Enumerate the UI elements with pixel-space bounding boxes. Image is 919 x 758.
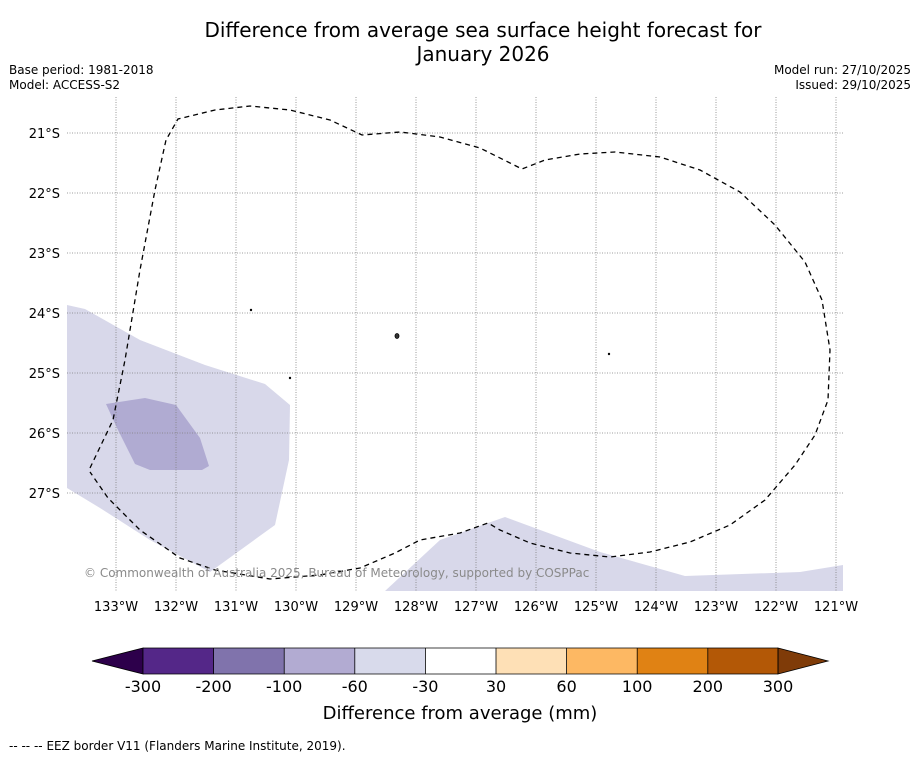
colorbar-tick-label: -300 [125, 677, 161, 696]
metadata-right: Model run: 27/10/2025 Issued: 29/10/2025 [774, 63, 911, 93]
lon-label: 123°W [694, 600, 738, 615]
colorbar-bin [566, 648, 638, 674]
metadata-left: Base period: 1981-2018 Model: ACCESS-S2 [9, 63, 154, 93]
lon-label: 121°W [814, 600, 858, 615]
lon-label: 128°W [394, 600, 438, 615]
island [607, 352, 611, 356]
colorbar-bin [284, 648, 355, 674]
lon-label: 131°W [214, 600, 258, 615]
lat-label: 22°S [29, 187, 60, 202]
lon-label: 122°W [754, 600, 798, 615]
lon-label: 132°W [154, 600, 198, 615]
lon-label: 127°W [454, 600, 498, 615]
lon-label: 126°W [514, 600, 558, 615]
colorbar-bin [425, 648, 496, 674]
colorbar-tick-label: 60 [556, 677, 576, 696]
lon-label: 130°W [274, 600, 318, 615]
colorbar-tick-label: 30 [486, 677, 506, 696]
chart-title-line2: January 2026 [416, 42, 550, 66]
lat-label: 21°S [29, 127, 60, 142]
colorbar-tick-label: 300 [763, 677, 794, 696]
base-period-text: Base period: 1981-2018 [9, 63, 154, 77]
lat-label: 24°S [29, 307, 60, 322]
colorbar: -300 -200 -100 -60 -30 30 60 100 200 300… [91, 647, 830, 724]
attribution-text: © Commonwealth of Australia 2025, Bureau… [84, 566, 589, 580]
eez-legend-text: EEZ border V11 (Flanders Marine Institut… [46, 739, 346, 753]
colorbar-bin [707, 648, 778, 674]
eez-legend-glyph: -- -- -- [9, 739, 43, 753]
lon-label: 129°W [334, 600, 378, 615]
lon-label: 124°W [634, 600, 678, 615]
colorbar-bin [496, 648, 567, 674]
colorbar-underflow [91, 647, 144, 675]
colorbar-bin [637, 648, 708, 674]
chart-title-line1: Difference from average sea surface heig… [204, 18, 762, 42]
graticule [67, 97, 843, 591]
chart-title: Difference from average sea surface heig… [0, 18, 919, 66]
latitude-labels: 21°S 22°S 23°S 24°S 25°S 26°S 27°S [29, 127, 60, 502]
lon-label: 125°W [574, 600, 618, 615]
island [249, 308, 253, 312]
lat-label: 27°S [29, 487, 60, 502]
colorbar-bin [213, 648, 285, 674]
colorbar-tick-label: 200 [693, 677, 724, 696]
colorbar-tick-label: -60 [342, 677, 368, 696]
islands [249, 308, 611, 380]
island [288, 376, 292, 380]
colorbar-tick-label: -100 [266, 677, 302, 696]
colorbar-tick-label: 100 [622, 677, 653, 696]
issued-text: Issued: 29/10/2025 [795, 78, 911, 92]
anomaly-region-south [385, 517, 843, 591]
colorbar-bin [143, 648, 214, 674]
model-run-text: Model run: 27/10/2025 [773, 63, 911, 77]
colorbar-title: Difference from average (mm) [323, 703, 598, 724]
map-panel: © Commonwealth of Australia 2025, Bureau… [67, 97, 843, 591]
island [394, 333, 400, 339]
eez-border [89, 105, 831, 580]
colorbar-tick-label: -200 [195, 677, 231, 696]
lat-label: 26°S [29, 427, 60, 442]
eez-legend: -- -- -- EEZ border V11 (Flanders Marine… [9, 739, 346, 753]
lon-label: 133°W [94, 600, 138, 615]
longitude-labels: 133°W 132°W 131°W 130°W 129°W 128°W 127°… [94, 600, 858, 615]
lat-label: 25°S [29, 367, 60, 382]
colorbar-overflow [777, 647, 830, 675]
model-text: Model: ACCESS-S2 [9, 78, 121, 92]
colorbar-tick-label: -30 [412, 677, 438, 696]
lat-label: 23°S [29, 247, 60, 262]
anomaly-region-core [106, 398, 209, 470]
colorbar-bin [354, 648, 426, 674]
